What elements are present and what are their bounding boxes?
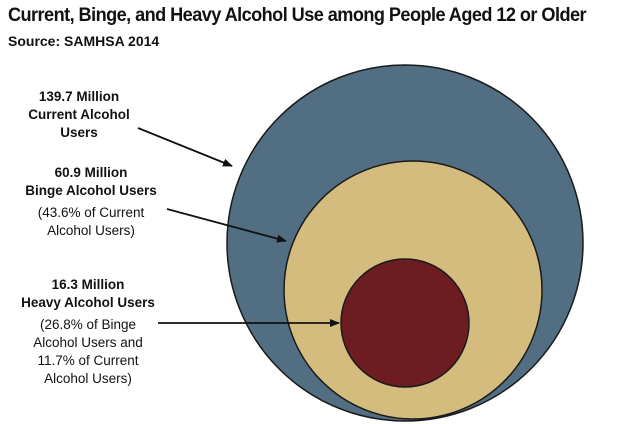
heavy-users-label: 16.3 Million Heavy Alcohol Users (26.8% of… — [21, 277, 155, 386]
current-label-bold-line: Users — [60, 125, 98, 140]
heavy-label-normal-line: 11.7% of Current — [37, 353, 138, 368]
binge-users-arrow — [166, 208, 287, 243]
binge-label-bold-line: Binge Alcohol Users — [25, 183, 157, 198]
current-label-bold-line: 139.7 Million — [39, 89, 119, 104]
binge-users-label: 60.9 Million Binge Alcohol Users (43.6% of… — [25, 165, 157, 238]
binge-label-normal-line: Alcohol Users) — [47, 223, 135, 238]
current-label-bold-line: Current Alcohol — [28, 107, 130, 122]
binge-label-bold-line: 60.9 Million — [55, 165, 128, 180]
current-users-label: 139.7 Million Current Alcohol Users — [28, 89, 130, 140]
heavy-label-bold-line: Heavy Alcohol Users — [21, 295, 155, 310]
heavy-users-circle — [340, 258, 470, 388]
heavy-label-normal-line: (26.8% of Binge — [40, 317, 136, 332]
page-title: Current, Binge, and Heavy Alcohol Use am… — [8, 4, 587, 26]
heavy-label-bold-line: 16.3 Million — [52, 277, 125, 292]
binge-label-normal-line: (43.6% of Current — [38, 205, 145, 220]
heavy-label-normal-line: Alcohol Users and — [33, 335, 143, 350]
heavy-label-normal-line: Alcohol Users) — [44, 371, 132, 386]
current-users-arrow — [137, 127, 233, 167]
source-note: Source: SAMHSA 2014 — [8, 33, 160, 49]
